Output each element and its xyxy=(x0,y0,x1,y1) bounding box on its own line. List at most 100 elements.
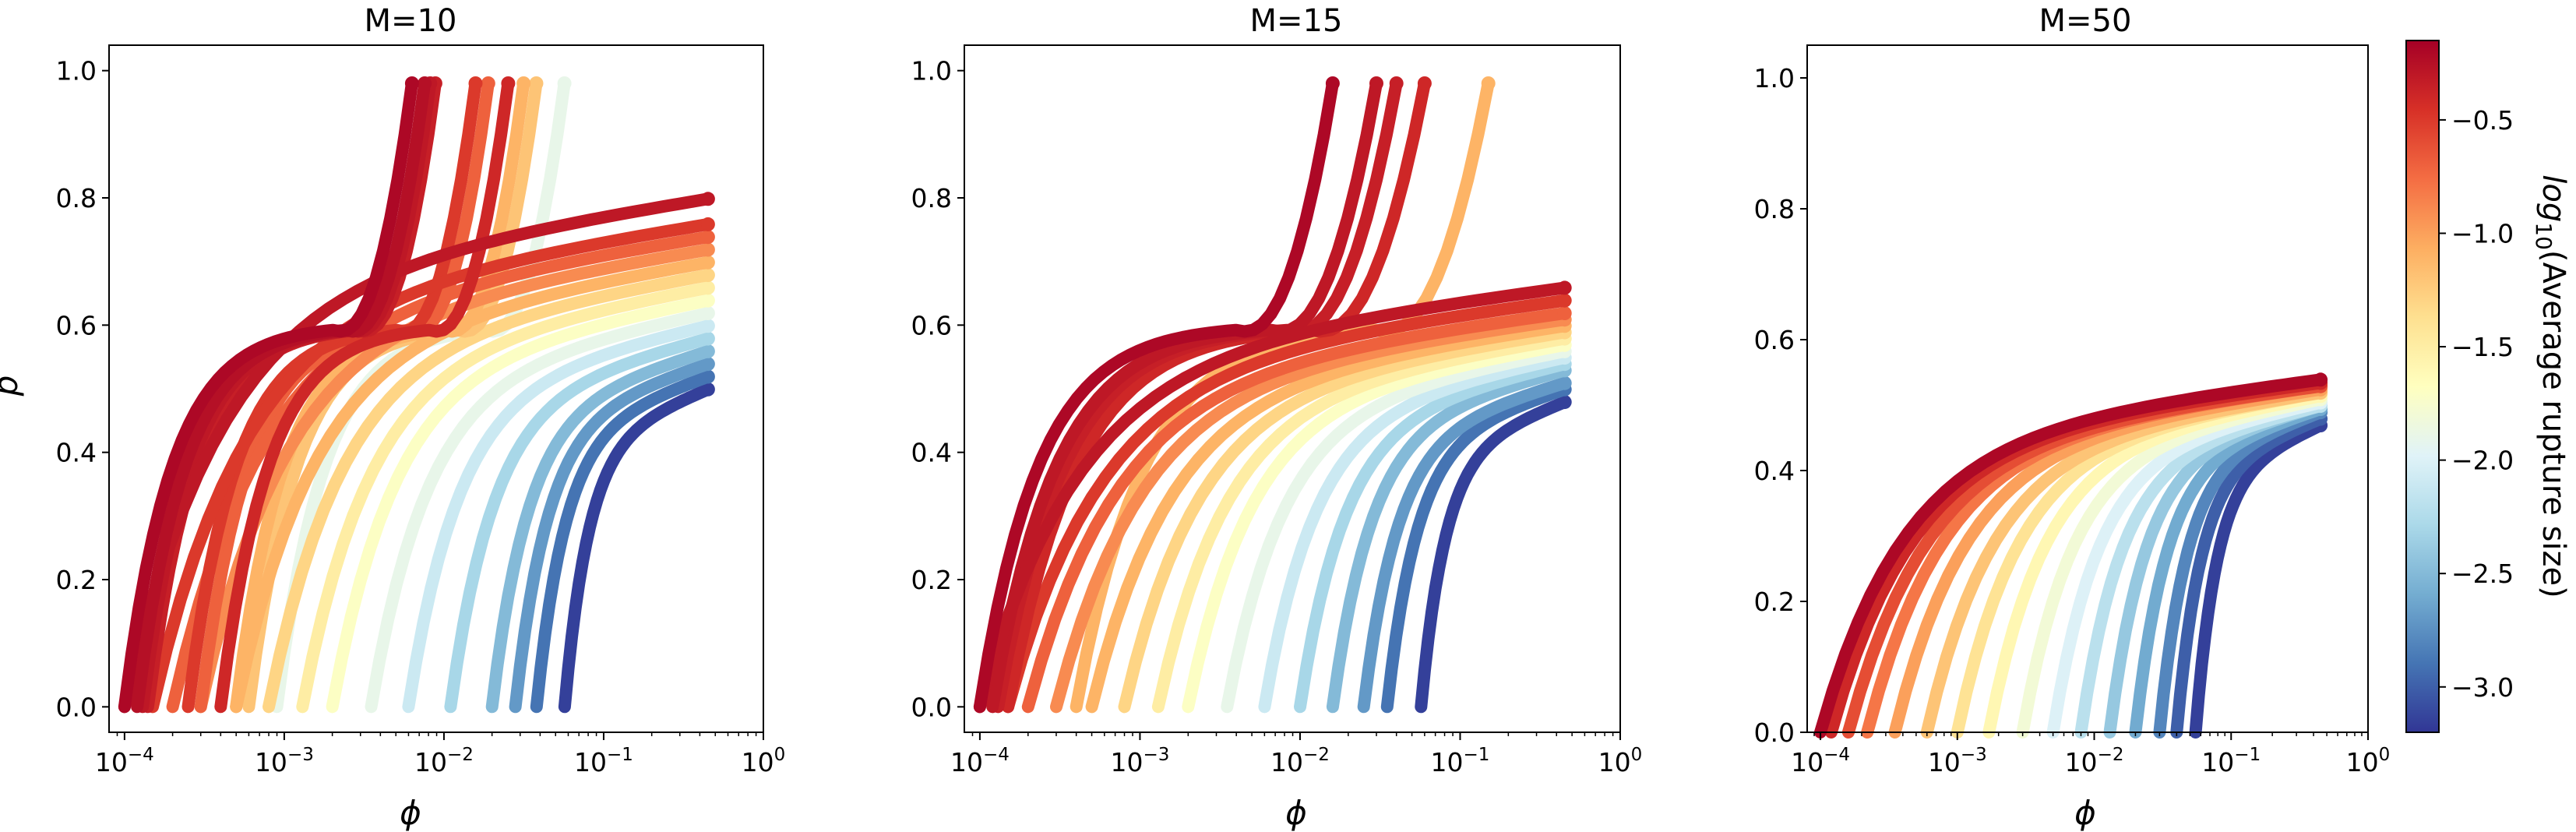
colorbar-gradient xyxy=(2405,40,2440,733)
data-point xyxy=(700,192,715,206)
data-curve xyxy=(296,281,714,714)
colorbar-tick-label: −2.0 xyxy=(2451,446,2514,476)
data-curve xyxy=(1151,332,1571,714)
x-axis-label: ϕ xyxy=(2074,794,2096,832)
x-axis-label: ϕ xyxy=(1285,794,1307,832)
colorbar-tick-label: −2.5 xyxy=(2451,559,2514,589)
y-axis-label: p xyxy=(0,375,25,397)
data-point xyxy=(468,76,483,90)
x-tick-label: 10−4 xyxy=(1791,745,1850,777)
data-curve xyxy=(1021,307,1571,714)
data-curve xyxy=(230,256,714,714)
data-curve xyxy=(558,383,714,714)
data-point xyxy=(1389,76,1404,90)
data-point xyxy=(1417,76,1432,90)
data-point xyxy=(700,280,715,295)
data-point xyxy=(1369,76,1383,90)
plot-frame xyxy=(1806,44,2369,733)
y-tick-label: 0.2 xyxy=(1754,587,1795,617)
data-point xyxy=(700,230,715,245)
data-point xyxy=(2313,372,2328,387)
data-point xyxy=(700,268,715,283)
y-tick-label: 1.0 xyxy=(56,56,97,86)
data-curve xyxy=(530,370,714,714)
y-tick-label: 0.0 xyxy=(56,692,97,722)
y-ticks: 0.0 0.2 0.4 0.6 0.8 1.0 xyxy=(911,56,964,722)
data-curve xyxy=(146,217,714,714)
y-ticks: 0.0 0.2 0.4 0.6 0.8 1.0 xyxy=(56,56,109,722)
data-point xyxy=(700,369,715,384)
data-point xyxy=(1557,280,1572,295)
y-tick-label: 0.0 xyxy=(911,692,952,722)
chart-title: M=15 xyxy=(1250,3,1343,39)
x-tick-label: 10−3 xyxy=(255,745,314,777)
data-point xyxy=(700,344,715,358)
data-curve xyxy=(1294,358,1571,714)
data-point xyxy=(557,76,572,90)
data-curve xyxy=(214,77,515,714)
colorbar-tick-label: −1.5 xyxy=(2451,332,2514,362)
y-tick-label: 0.2 xyxy=(56,565,97,595)
data-point xyxy=(1557,293,1572,308)
data-point xyxy=(700,293,715,308)
y-tick-label: 1.0 xyxy=(1754,63,1795,93)
x-tick-label: 100 xyxy=(1598,745,1643,777)
data-curve xyxy=(1326,364,1571,714)
plot-frame xyxy=(108,44,764,733)
data-point xyxy=(1557,375,1572,390)
x-tick-label: 10−3 xyxy=(1110,745,1169,777)
data-curve xyxy=(1085,319,1571,714)
y-tick-label: 0.4 xyxy=(1754,456,1795,486)
x-tick-label: 10−2 xyxy=(1270,745,1330,777)
data-point xyxy=(700,331,715,346)
data-point xyxy=(1325,76,1340,90)
data-point xyxy=(700,319,715,333)
x-tick-label: 10−3 xyxy=(1928,745,1987,777)
y-tick-label: 0.8 xyxy=(1754,194,1795,224)
data-curve xyxy=(1380,383,1571,714)
data-curve xyxy=(326,294,714,714)
x-tick-label: 10−4 xyxy=(950,745,1010,777)
x-tick-label: 10−1 xyxy=(574,745,633,777)
data-point xyxy=(529,76,544,90)
data-point xyxy=(700,306,715,320)
x-ticks: 10−4 10−3 10−2 10−1 100 xyxy=(95,732,785,777)
data-point xyxy=(516,76,531,90)
y-tick-label: 0.2 xyxy=(911,565,952,595)
plot-frame xyxy=(964,44,1621,733)
data-curve xyxy=(1050,313,1571,714)
x-tick-label: 10−4 xyxy=(95,745,154,777)
y-tick-label: 0.0 xyxy=(1754,717,1795,748)
chart-panel-m50: M=50 ϕ 0.00.20.40.60.81.0 10−4 10−3 10−2 10… xyxy=(1754,3,2391,832)
data-point xyxy=(700,242,715,257)
y-tick-label: 0.6 xyxy=(1754,325,1795,355)
y-tick-label: 0.8 xyxy=(911,183,952,213)
colorbar-label-subscript: 10 xyxy=(2531,222,2557,250)
data-curve xyxy=(2189,419,2328,739)
data-curve xyxy=(1415,396,1571,714)
data-curve xyxy=(1221,344,1571,714)
colorbar-tick-label: −3.0 xyxy=(2451,672,2514,703)
data-curve xyxy=(1002,294,1571,714)
data-curve xyxy=(402,319,714,714)
data-curve xyxy=(973,281,1571,714)
data-point xyxy=(418,76,432,90)
y-tick-label: 1.0 xyxy=(911,56,952,86)
data-curve xyxy=(1118,326,1571,714)
y-tick-label: 0.4 xyxy=(911,438,952,468)
x-tick-label: 10−1 xyxy=(2201,745,2261,777)
data-point xyxy=(404,76,419,90)
data-curve xyxy=(1258,351,1571,714)
y-tick-label: 0.8 xyxy=(56,183,97,213)
data-marks xyxy=(1814,372,2328,739)
data-point xyxy=(700,357,715,372)
data-curve xyxy=(263,269,714,714)
x-ticks: 10−4 10−3 10−2 10−1 100 xyxy=(950,732,1642,777)
data-curve xyxy=(1357,376,1571,714)
x-tick-label: 100 xyxy=(742,745,786,777)
colorbar-label-log: log xyxy=(2535,175,2571,222)
data-curve xyxy=(365,307,714,714)
colorbar-tick-label: −0.5 xyxy=(2451,105,2514,136)
data-curve xyxy=(444,332,714,714)
chart-title: M=50 xyxy=(2039,3,2132,39)
